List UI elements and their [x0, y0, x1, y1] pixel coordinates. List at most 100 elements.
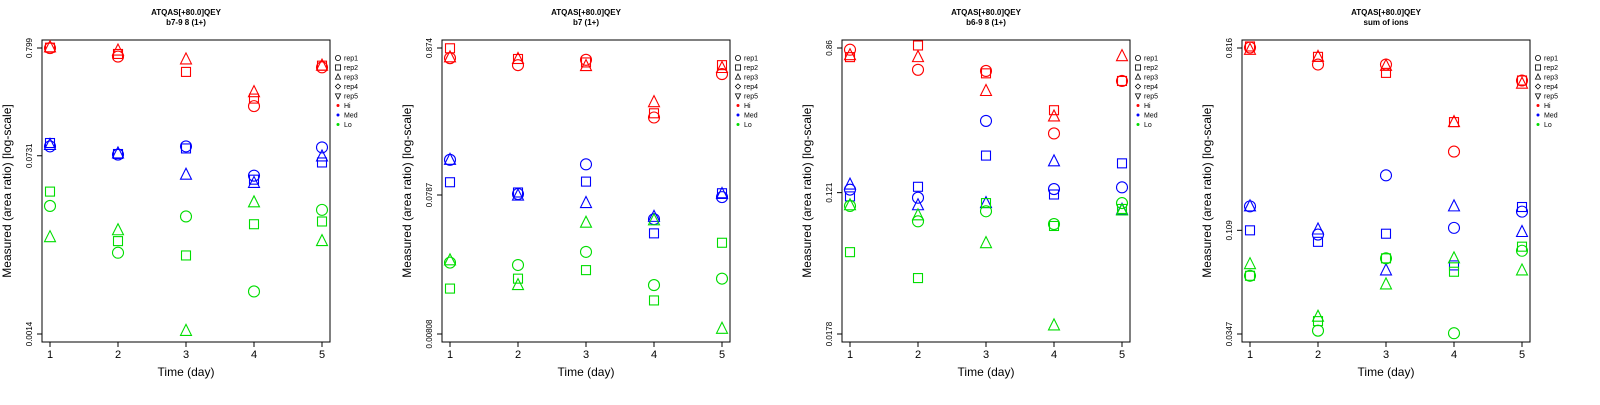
data-point-lo-rep3 — [1447, 250, 1461, 264]
legend-label-rep2: rep2 — [1544, 65, 1558, 72]
data-point-med-rep1 — [1379, 169, 1393, 182]
data-point-lo-rep1 — [579, 245, 593, 258]
data-point-hi-rep3 — [911, 49, 925, 63]
data-point-lo-rep2 — [844, 247, 856, 258]
data-point-med-rep3 — [179, 166, 193, 180]
data-point-med-rep2 — [316, 157, 328, 168]
legend-marker-rep1 — [1535, 55, 1542, 62]
x-tick-label: 3 — [983, 349, 989, 361]
legend-marker-rep1 — [735, 55, 742, 62]
data-point-hi-rep1 — [1047, 127, 1061, 140]
data-point-med-rep1 — [43, 140, 57, 153]
y-tick-label: 0.0014 — [25, 321, 34, 346]
data-point-lo-rep2 — [1380, 253, 1392, 264]
x-tick-label: 2 — [915, 349, 921, 361]
data-point-med-rep2 — [1448, 260, 1460, 271]
data-point-med-rep2 — [248, 174, 260, 185]
legend-label-rep4: rep4 — [1544, 84, 1558, 91]
data-point-med-rep3 — [579, 195, 593, 209]
y-tick-label: 0.00808 — [425, 319, 434, 348]
legend-marker-rep5 — [1134, 93, 1142, 100]
data-point-lo-rep3 — [911, 207, 925, 221]
data-point-lo-rep3 — [1047, 317, 1061, 331]
x-tick-label: 3 — [183, 349, 189, 361]
chart-title: ATQAS[+80.0]QEY — [151, 8, 222, 17]
data-point-lo-rep3 — [511, 277, 525, 291]
x-tick-label: 4 — [251, 349, 257, 361]
y-tick-label: 0.0178 — [825, 321, 834, 346]
legend-label-rep5: rep5 — [1144, 94, 1158, 101]
y-tick-label: 0.0731 — [25, 143, 34, 168]
data-point-hi-rep1 — [1447, 145, 1461, 158]
data-point-lo-rep1 — [247, 285, 261, 298]
data-point-lo-rep1 — [1243, 269, 1257, 282]
data-point-lo-rep1 — [979, 205, 993, 218]
data-point-med-rep2 — [648, 228, 660, 239]
data-point-med-rep2 — [1516, 201, 1528, 213]
y-axis-label: Measured (area ratio) [log-scale] — [1200, 104, 1214, 277]
data-point-lo-rep2 — [912, 273, 924, 284]
legend-marker-rep3 — [1134, 73, 1142, 80]
y-tick-label: 0.799 — [25, 37, 34, 58]
data-point-med-rep2 — [912, 181, 924, 192]
data-point-lo-rep3 — [443, 252, 457, 266]
data-point-lo-rep1 — [1515, 244, 1529, 257]
data-point-hi-rep3 — [843, 47, 857, 61]
data-point-lo-rep2 — [512, 273, 524, 284]
data-point-lo-rep1 — [1047, 218, 1061, 231]
data-point-hi-rep3 — [1115, 48, 1129, 62]
legend-marker-med — [1536, 113, 1540, 117]
legend-label-lo: Lo — [344, 122, 352, 129]
x-tick-label: 5 — [319, 349, 325, 361]
data-point-med-rep1 — [315, 141, 329, 154]
legend-marker-rep5 — [1534, 93, 1542, 100]
data-point-med-rep3 — [511, 187, 525, 201]
legend-label-lo: Lo — [1544, 122, 1552, 129]
y-tick-label: 0.109 — [1225, 220, 1234, 241]
data-point-hi-rep1 — [1311, 58, 1325, 71]
data-point-hi-rep1 — [579, 53, 593, 66]
y-axis-label: Measured (area ratio) [log-scale] — [0, 104, 14, 277]
data-point-hi-rep3 — [247, 84, 261, 98]
legend-marker-med — [336, 113, 340, 117]
data-point-hi-rep3 — [511, 51, 525, 65]
legend-label-rep3: rep3 — [1544, 75, 1558, 82]
legend-label-hi: Hi — [1144, 103, 1151, 110]
legend-marker-rep4 — [1534, 83, 1542, 90]
chart-subtitle: b6-9 8 (1+) — [966, 18, 1006, 27]
data-point-lo-rep2 — [444, 283, 456, 294]
data-point-lo-rep2 — [180, 250, 192, 261]
data-point-hi-rep3 — [1515, 76, 1529, 89]
data-point-hi-rep2 — [1380, 67, 1392, 78]
data-point-med-rep1 — [911, 191, 925, 204]
x-tick-label: 1 — [47, 349, 53, 361]
data-point-hi-rep3 — [1447, 114, 1461, 128]
legend-marker-lo — [736, 123, 740, 126]
data-point-med-rep3 — [1515, 224, 1529, 238]
data-point-med-rep3 — [43, 137, 57, 150]
legend-label-rep2: rep2 — [344, 65, 358, 72]
data-point-hi-rep2 — [248, 93, 260, 104]
data-point-med-rep3 — [1379, 262, 1393, 276]
chart-title: ATQAS[+80.0]QEY — [1351, 8, 1422, 17]
plot-frame — [1241, 39, 1531, 343]
legend-label-med: Med — [1544, 113, 1558, 120]
data-point-hi-rep3 — [579, 58, 593, 72]
data-point-hi-rep1 — [511, 59, 525, 72]
data-point-lo-rep2 — [1244, 270, 1256, 281]
legend-marker-hi — [1136, 104, 1140, 107]
legend-label-rep5: rep5 — [1544, 94, 1558, 101]
data-point-lo-rep3 — [179, 323, 193, 336]
data-point-med-rep3 — [1243, 198, 1257, 212]
x-tick-label: 1 — [847, 349, 853, 361]
data-point-med-rep2 — [1312, 236, 1324, 247]
x-tick-label: 2 — [1315, 349, 1321, 361]
legend-marker-med — [736, 113, 740, 117]
data-point-med-rep3 — [1447, 198, 1461, 212]
data-point-lo-rep3 — [1515, 262, 1529, 276]
data-point-hi-rep1 — [315, 61, 329, 74]
data-point-hi-rep1 — [1115, 74, 1129, 88]
data-point-lo-rep1 — [315, 203, 329, 216]
